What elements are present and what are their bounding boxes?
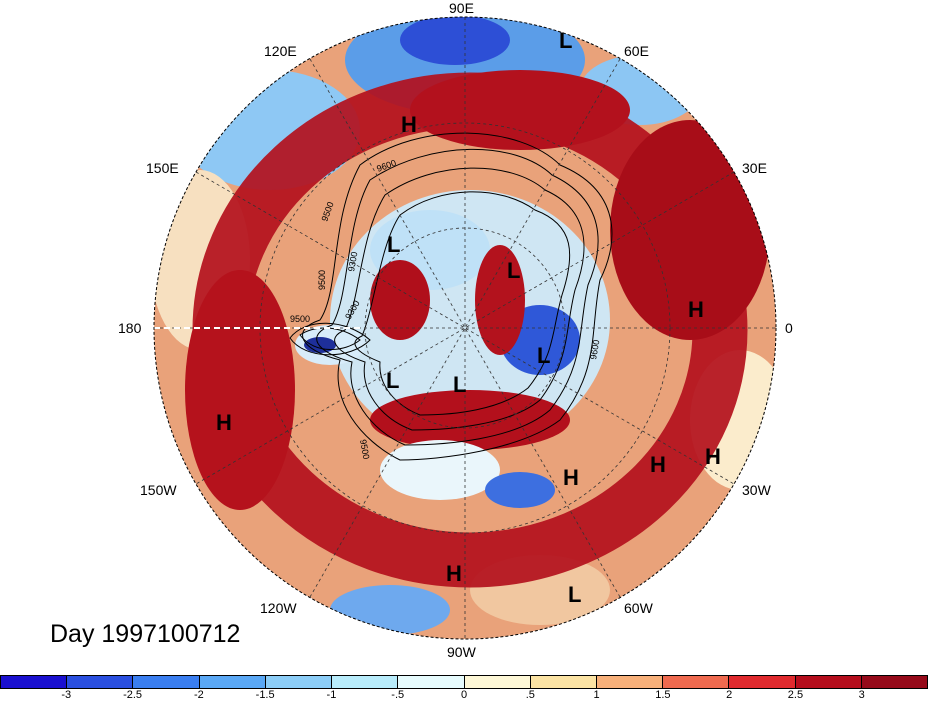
pressure-center-marker: L: [559, 28, 573, 53]
colorbar-segment: [199, 676, 266, 688]
map-boundary: [153, 16, 777, 640]
colorbar-segment: [332, 676, 399, 688]
contour-label: 9500: [290, 314, 310, 324]
colorbar-segment: [596, 676, 664, 688]
colorbar-segment: [530, 676, 597, 688]
colorbar-tick-label: -3: [61, 689, 72, 701]
colorbar-tick-label: -1.5: [255, 689, 275, 701]
lon-label-120e: 120E: [264, 43, 297, 59]
lon-label-120w: 120W: [260, 600, 297, 616]
pressure-center-marker: L: [453, 372, 467, 397]
polar-map: 9600 9500 9300 9500 9300 9500 9500 9600: [153, 16, 777, 640]
lon-label-30e: 30E: [742, 160, 767, 176]
contour-label: 9300: [346, 251, 359, 272]
pressure-center-marker: H: [688, 297, 704, 322]
colorbar-segment: [663, 676, 730, 688]
anomaly-field: [154, 17, 776, 639]
colorbar-tick-label: 2: [726, 689, 733, 701]
colorbar-tick-label: 0: [460, 689, 468, 701]
pressure-center-marker: H: [705, 444, 721, 469]
colorbar-segment: [67, 676, 134, 688]
lon-label-30w: 30W: [742, 482, 771, 498]
colorbar-segment: [1, 676, 68, 688]
lon-label-90e: 90E: [449, 0, 474, 16]
colorbar-segment: [133, 676, 200, 688]
colorbar-tick-label: -1: [326, 689, 337, 701]
colorbar-tick-label: 1: [593, 689, 600, 701]
colorbar-segment: [861, 676, 928, 688]
colorbar-segment: [464, 676, 531, 688]
pressure-center-marker: L: [537, 343, 551, 368]
pressure-center-marker: H: [446, 561, 462, 586]
contour-label: 9600: [588, 339, 601, 360]
lon-label-60w: 60W: [624, 600, 653, 616]
colorbar-tick-label: .5: [525, 689, 535, 701]
contour-label: 9500: [358, 439, 371, 460]
pressure-center-marker: H: [563, 465, 579, 490]
pressure-center-marker: L: [387, 232, 401, 257]
pressure-center-marker: H: [216, 410, 232, 435]
lon-label-150w: 150W: [140, 482, 177, 498]
pressure-center-marker: H: [401, 112, 417, 137]
colorbar-tick-label: 1.5: [655, 689, 671, 701]
lon-label-180: 180: [118, 320, 142, 336]
colorbar: [0, 675, 928, 689]
pressure-center-marker: L: [386, 368, 400, 393]
pressure-center-marker: H: [650, 452, 666, 477]
colorbar-tick-label: -.5: [391, 689, 405, 701]
lon-label-60e: 60E: [624, 43, 649, 59]
pressure-center-marker: L: [507, 258, 521, 283]
colorbar-tick-label: 3: [858, 689, 865, 701]
contour-label: 9500: [317, 270, 327, 290]
colorbar-segment: [729, 676, 796, 688]
colorbar-tick-label: -2: [193, 689, 204, 701]
colorbar-segment: [398, 676, 465, 688]
lon-label-90w: 90W: [447, 644, 476, 660]
colorbar-segment: [795, 676, 862, 688]
lon-label-0: 0: [785, 320, 793, 336]
day-title: Day 1997100712: [50, 620, 241, 648]
colorbar-tick-label: -2.5: [123, 689, 143, 701]
colorbar-segment: [265, 676, 333, 688]
colorbar-tick-label: 2.5: [787, 689, 804, 701]
lon-label-150e: 150E: [146, 160, 179, 176]
pressure-center-marker: L: [568, 582, 582, 607]
